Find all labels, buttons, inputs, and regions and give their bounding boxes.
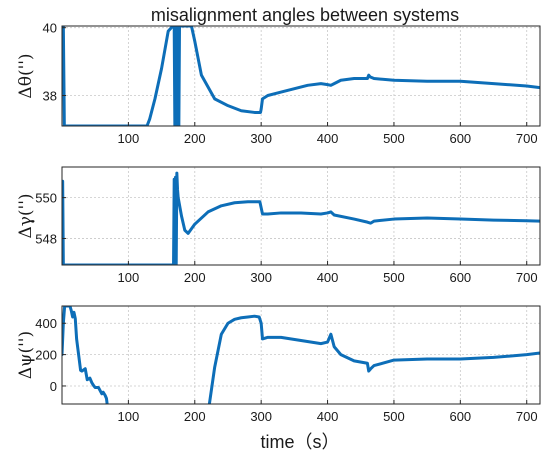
x-tick-label-gamma-500: 500 [383, 270, 405, 285]
x-tick-label-gamma-300: 300 [250, 270, 272, 285]
subplot-psi: 100 200 300 400 500 600 700 0 200 400 Δψ('') [16, 305, 541, 424]
series-line-gamma-0 [62, 171, 540, 265]
x-tick-label-theta-200: 200 [184, 131, 206, 146]
y-tick-label-theta-40: 40 [43, 21, 57, 36]
axes-frame-gamma [61, 166, 541, 266]
ylabel-theta: Δθ('') [16, 53, 36, 98]
y-tick-label-psi-0: 0 [50, 379, 57, 394]
x-tick-label-gamma-700: 700 [516, 270, 538, 285]
x-tick-label-gamma-600: 600 [449, 270, 471, 285]
x-axis-label: time（s） [260, 432, 339, 452]
x-tick-label-psi-300: 300 [250, 409, 272, 424]
axes-frame-psi [61, 305, 541, 405]
x-tick-label-theta-400: 400 [317, 131, 339, 146]
y-tick-label-gamma-550: 550 [35, 191, 57, 206]
series-line-psi-0 [62, 306, 109, 404]
x-tick-label-psi-700: 700 [516, 409, 538, 424]
axes-frame-theta [61, 25, 541, 127]
x-tick-label-psi-600: 600 [449, 409, 471, 424]
ylabel-psi: Δψ('') [16, 331, 36, 379]
x-tick-label-theta-700: 700 [516, 131, 538, 146]
y-tick-label-theta-38: 38 [43, 88, 57, 103]
y-tick-label-gamma-548: 548 [35, 231, 57, 246]
series-line-psi-1 [207, 314, 540, 404]
y-tick-label-psi-400: 400 [35, 316, 57, 331]
chart-title: misalignment angles between systems [151, 5, 459, 25]
x-tick-label-psi-500: 500 [383, 409, 405, 424]
x-tick-label-theta-100: 100 [118, 131, 140, 146]
x-tick-label-psi-400: 400 [317, 409, 339, 424]
x-tick-label-theta-300: 300 [250, 131, 272, 146]
subplot-theta: 100 200 300 400 500 600 700 38 40 Δθ('') [16, 21, 541, 146]
x-tick-label-theta-600: 600 [449, 131, 471, 146]
x-tick-label-psi-200: 200 [184, 409, 206, 424]
x-tick-label-gamma-100: 100 [118, 270, 140, 285]
x-tick-label-theta-500: 500 [383, 131, 405, 146]
ylabel-gamma: Δγ('') [16, 193, 36, 238]
x-tick-label-gamma-400: 400 [317, 270, 339, 285]
y-tick-label-psi-200: 200 [35, 348, 57, 363]
subplot-gamma: 100 200 300 400 500 600 700 548 550 Δγ('') [16, 166, 541, 285]
x-tick-label-gamma-200: 200 [184, 270, 206, 285]
series-line-theta-0 [62, 26, 540, 126]
x-tick-label-psi-100: 100 [118, 409, 140, 424]
